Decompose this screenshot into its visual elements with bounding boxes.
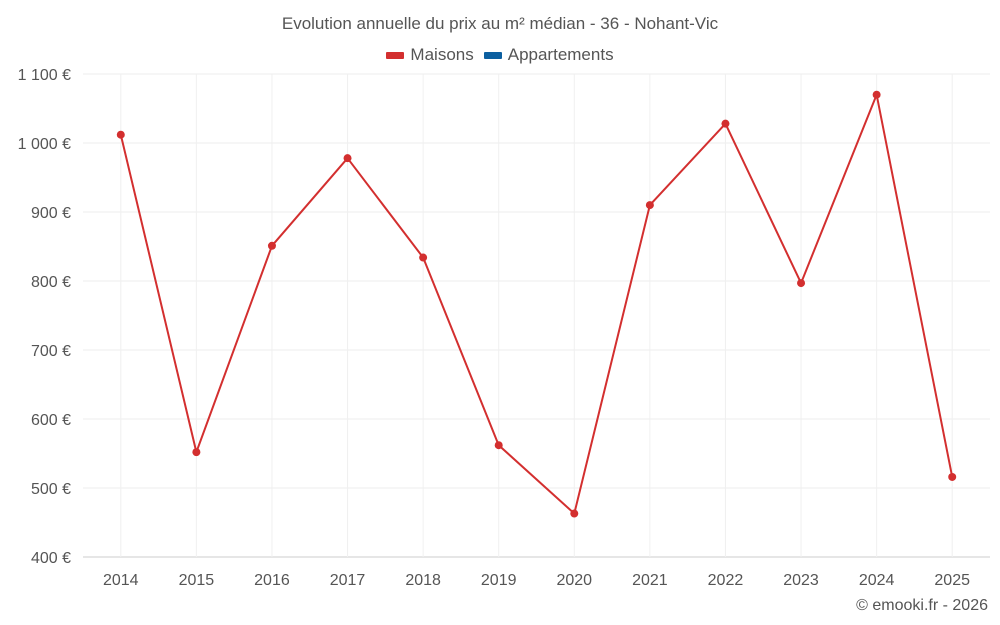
series-line-maisons	[119, 93, 954, 515]
x-tick-label: 2024	[859, 572, 895, 589]
legend-swatch-maisons	[386, 51, 405, 59]
y-tick-label: 800 €	[31, 274, 71, 291]
y-tick-label: 1 000 €	[18, 136, 71, 153]
y-tick-label: 1 100 €	[18, 67, 71, 84]
x-tick-label: 2016	[254, 572, 290, 589]
x-tick-label: 2019	[481, 572, 517, 589]
data-point	[948, 472, 957, 481]
data-point	[570, 509, 579, 518]
y-tick-label: 900 €	[31, 205, 71, 222]
x-tick-label: 2017	[330, 572, 366, 589]
y-tick-label: 400 €	[31, 550, 71, 567]
legend-label-maisons: Maisons	[410, 45, 474, 64]
data-point	[797, 279, 806, 288]
credit-text: © emooki.fr - 2026	[856, 597, 988, 614]
data-point	[116, 130, 125, 139]
x-tick-label: 2023	[783, 572, 819, 589]
legend-item-maisons[interactable]: Maisons	[386, 45, 474, 65]
x-tick-label: 2022	[708, 572, 744, 589]
x-tick-label: 2018	[405, 572, 441, 589]
data-point	[872, 90, 881, 99]
data-point	[721, 119, 730, 128]
x-tick-label: 2021	[632, 572, 668, 589]
chart-title: Evolution annuelle du prix au m² médian …	[281, 14, 719, 33]
legend-item-appartements[interactable]: Appartements	[483, 45, 614, 65]
y-tick-label: 500 €	[31, 481, 71, 498]
data-point	[494, 441, 503, 450]
data-point	[419, 253, 428, 262]
y-tick-label: 700 €	[31, 343, 71, 360]
chart-legend: Maisons Appartements	[0, 45, 1000, 65]
data-point	[343, 154, 352, 163]
legend-label-appartements: Appartements	[507, 45, 614, 64]
data-point	[267, 241, 276, 250]
data-point	[645, 201, 654, 210]
data-point	[192, 448, 201, 457]
x-tick-label: 2014	[103, 572, 139, 589]
x-tick-label: 2020	[556, 572, 592, 589]
y-tick-label: 600 €	[31, 412, 71, 429]
legend-swatch-appartements	[483, 51, 502, 59]
x-tick-label: 2015	[179, 572, 215, 589]
x-tick-label: 2025	[934, 572, 970, 589]
